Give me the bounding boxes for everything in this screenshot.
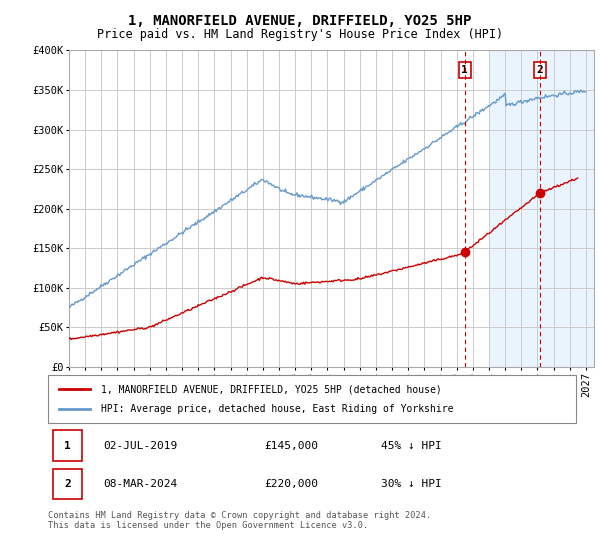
Text: 1: 1 xyxy=(461,65,468,75)
Text: HPI: Average price, detached house, East Riding of Yorkshire: HPI: Average price, detached house, East… xyxy=(101,404,454,414)
FancyBboxPatch shape xyxy=(53,431,82,461)
Text: £145,000: £145,000 xyxy=(265,441,319,451)
Text: 2: 2 xyxy=(64,479,71,489)
Text: Price paid vs. HM Land Registry's House Price Index (HPI): Price paid vs. HM Land Registry's House … xyxy=(97,28,503,41)
Text: 2: 2 xyxy=(537,65,544,75)
Text: 1: 1 xyxy=(64,441,71,451)
Text: 02-JUL-2019: 02-JUL-2019 xyxy=(103,441,178,451)
Text: 08-MAR-2024: 08-MAR-2024 xyxy=(103,479,178,489)
Text: Contains HM Land Registry data © Crown copyright and database right 2024.
This d: Contains HM Land Registry data © Crown c… xyxy=(48,511,431,530)
FancyBboxPatch shape xyxy=(53,469,82,500)
FancyBboxPatch shape xyxy=(48,375,576,423)
Text: 1, MANORFIELD AVENUE, DRIFFIELD, YO25 5HP (detached house): 1, MANORFIELD AVENUE, DRIFFIELD, YO25 5H… xyxy=(101,385,442,394)
Bar xyxy=(489,50,600,367)
Text: 45% ↓ HPI: 45% ↓ HPI xyxy=(380,441,442,451)
Text: 1, MANORFIELD AVENUE, DRIFFIELD, YO25 5HP: 1, MANORFIELD AVENUE, DRIFFIELD, YO25 5H… xyxy=(128,14,472,28)
Text: £220,000: £220,000 xyxy=(265,479,319,489)
Text: 30% ↓ HPI: 30% ↓ HPI xyxy=(380,479,442,489)
